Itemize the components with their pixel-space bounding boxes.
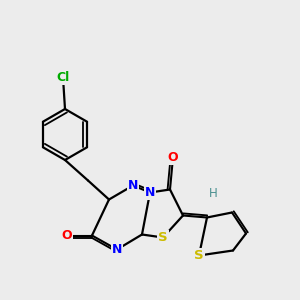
Text: O: O — [62, 229, 72, 242]
Text: O: O — [168, 151, 178, 164]
Text: S: S — [158, 231, 168, 244]
Text: H: H — [208, 187, 217, 200]
Text: N: N — [145, 186, 155, 199]
Text: N: N — [128, 179, 138, 192]
Text: Cl: Cl — [56, 71, 70, 84]
Text: N: N — [112, 243, 122, 256]
Text: S: S — [194, 249, 204, 262]
